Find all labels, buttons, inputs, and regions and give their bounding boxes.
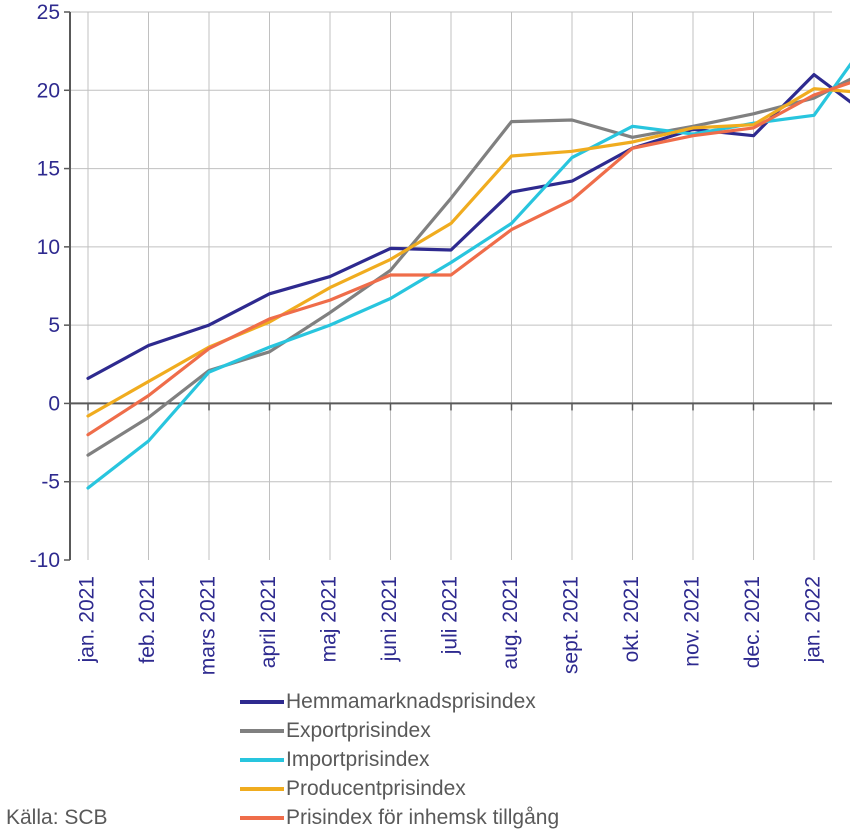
legend-label: Prisindex för inhemsk tillgång [286, 806, 559, 830]
legend: Hemmamarknadsprisindex Exportprisindex I… [240, 688, 559, 832]
svg-text:juni 2021: juni 2021 [378, 576, 401, 662]
svg-text:15: 15 [37, 158, 60, 181]
line-chart: -10 -5 0 5 10 15 20 25 jan. 2021 feb. 2021 mars 20… [0, 0, 850, 690]
svg-text:5: 5 [48, 314, 60, 337]
svg-text:jan. 2022: jan. 2022 [802, 576, 825, 663]
svg-text:jan. 2021: jan. 2021 [76, 576, 99, 663]
legend-swatch [240, 758, 284, 762]
legend-item: Prisindex för inhemsk tillgång [240, 804, 559, 832]
svg-text:25: 25 [37, 1, 60, 24]
series-line [88, 75, 850, 379]
svg-text:feb. 2021: feb. 2021 [136, 576, 159, 664]
legend-item: Exportprisindex [240, 717, 559, 745]
svg-text:10: 10 [37, 236, 60, 259]
svg-text:maj 2021: maj 2021 [318, 576, 341, 662]
svg-text:nov. 2021: nov. 2021 [681, 576, 704, 667]
svg-text:-10: -10 [30, 549, 60, 572]
svg-text:20: 20 [37, 79, 60, 102]
svg-text:0: 0 [48, 392, 60, 415]
legend-item: Hemmamarknadsprisindex [240, 688, 559, 716]
series-line [88, 31, 850, 488]
source-label: Källa: SCB [6, 806, 108, 830]
legend-label: Producentprisindex [286, 777, 466, 801]
legend-swatch [240, 700, 284, 704]
legend-swatch [240, 787, 284, 791]
svg-text:-5: -5 [41, 471, 60, 494]
legend-item: Importprisindex [240, 746, 559, 774]
legend-swatch [240, 729, 284, 733]
svg-text:april 2021: april 2021 [257, 576, 280, 668]
legend-label: Hemmamarknadsprisindex [286, 690, 536, 714]
chart-container: -10 -5 0 5 10 15 20 25 jan. 2021 feb. 2021 mars 20… [0, 0, 850, 836]
legend-label: Importprisindex [286, 748, 430, 772]
legend-label: Exportprisindex [286, 719, 431, 743]
svg-text:juli 2021: juli 2021 [439, 576, 462, 655]
svg-text:sept. 2021: sept. 2021 [560, 576, 583, 674]
legend-item: Producentprisindex [240, 775, 559, 803]
svg-text:okt. 2021: okt. 2021 [620, 576, 643, 662]
svg-text:aug. 2021: aug. 2021 [499, 576, 522, 669]
svg-text:dec. 2021: dec. 2021 [741, 576, 764, 668]
legend-swatch [240, 816, 284, 820]
svg-text:mars 2021: mars 2021 [197, 576, 220, 675]
